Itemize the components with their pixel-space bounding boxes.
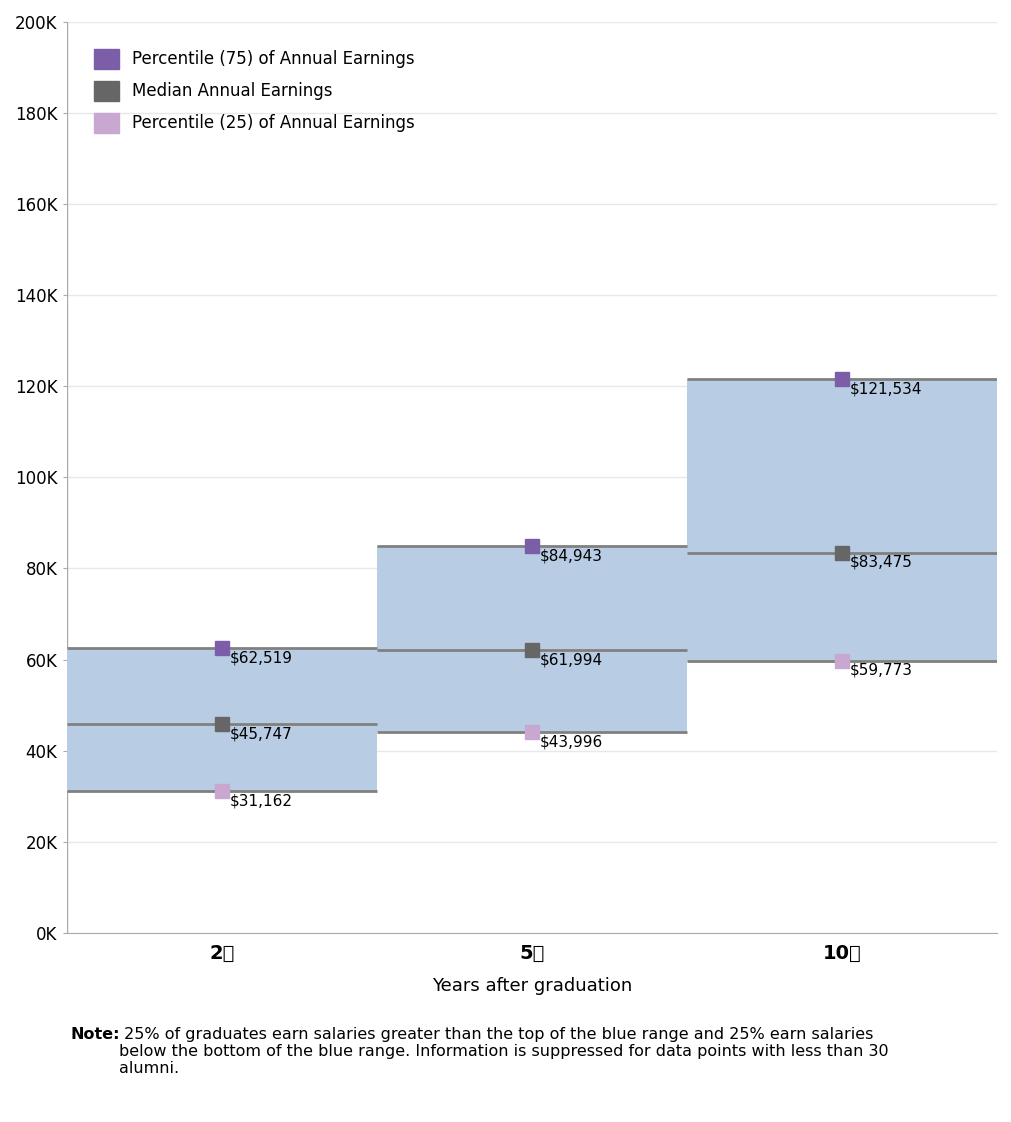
Bar [376,546,686,733]
Text: $43,996: $43,996 [539,735,603,749]
Text: $31,162: $31,162 [229,793,292,808]
Text: $62,519: $62,519 [229,651,292,665]
Text: $59,773: $59,773 [849,663,912,678]
Text: $84,943: $84,943 [539,549,602,563]
Text: $61,994: $61,994 [539,653,603,668]
Legend: Percentile (75) of Annual Earnings, Median Annual Earnings, Percentile (25) of A: Percentile (75) of Annual Earnings, Medi… [93,48,415,132]
Bar [686,379,996,661]
Bar [67,649,376,791]
Text: $121,534: $121,534 [849,381,921,396]
Text: Note:: Note: [71,1027,120,1041]
Text: 25% of graduates earn salaries greater than the top of the blue range and 25% ea: 25% of graduates earn salaries greater t… [119,1027,888,1076]
Text: $83,475: $83,475 [849,555,912,570]
X-axis label: Years after graduation: Years after graduation [432,977,631,995]
Text: $45,747: $45,747 [229,727,292,742]
